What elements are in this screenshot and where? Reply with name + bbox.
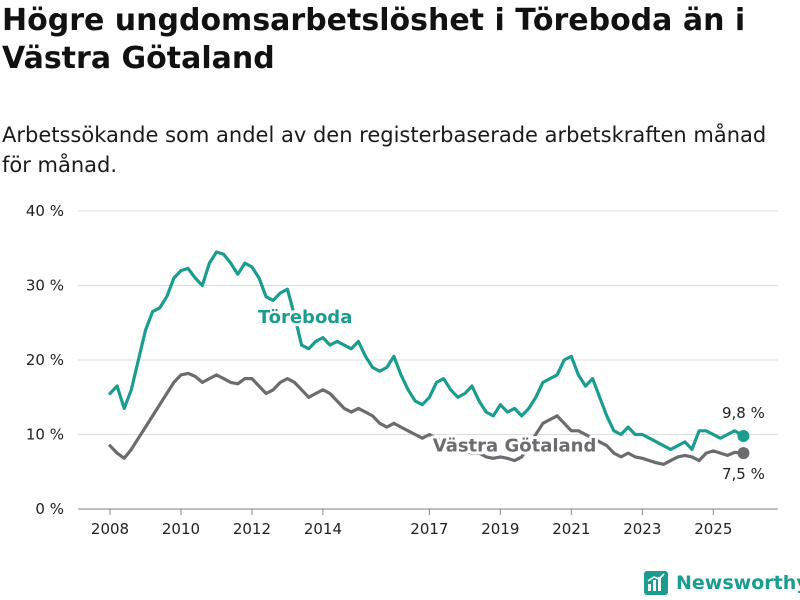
brand-name: Newsworthy [676,572,800,594]
chart-title: Högre ungdomsarbetslöshet i Töreboda än … [2,3,746,76]
x-axis-ticks: 2008 2010 2012 2014 2017 2019 2021 2023 2025 [91,509,732,538]
series-layer [108,250,750,466]
x-tick-label: 2017 [410,520,448,538]
series-end-marker [737,429,750,442]
x-tick-label: 2012 [233,520,271,538]
x-tick-label: 2010 [162,520,200,538]
y-tick-label: 40 % [26,202,64,220]
x-tick-label: 2014 [304,520,342,538]
x-tick-label: 2025 [694,520,732,538]
y-tick-label: 10 % [26,426,64,444]
series-end-marker [737,447,750,460]
y-tick-label: 0 % [35,500,64,518]
end-value-label: 9,8 % [722,404,765,422]
series-label: Töreboda [258,307,352,328]
y-axis-ticks: 0 % 10 % 20 % 30 % 40 % [26,202,64,518]
series-label: Västra Götaland [433,436,597,457]
series-line-vastra-gotaland [108,371,746,466]
x-tick-label: 2019 [481,520,519,538]
end-value-label: 7,5 % [722,465,765,483]
series-line-toreboda [108,250,746,451]
y-tick-label: 30 % [26,277,64,295]
brand-logo: Newsworthy [644,568,800,598]
x-tick-label: 2023 [623,520,661,538]
grid-layer [78,210,778,510]
chart-subtitle: Arbetssökande som andel av den registerb… [2,123,767,177]
y-tick-label: 20 % [26,351,64,369]
newsworthy-icon [644,571,668,595]
label-layer: Töreboda Västra Götaland 9,8 % 7,5 % [255,304,765,483]
x-tick-label: 2008 [91,520,129,538]
x-tick-label: 2021 [552,520,590,538]
